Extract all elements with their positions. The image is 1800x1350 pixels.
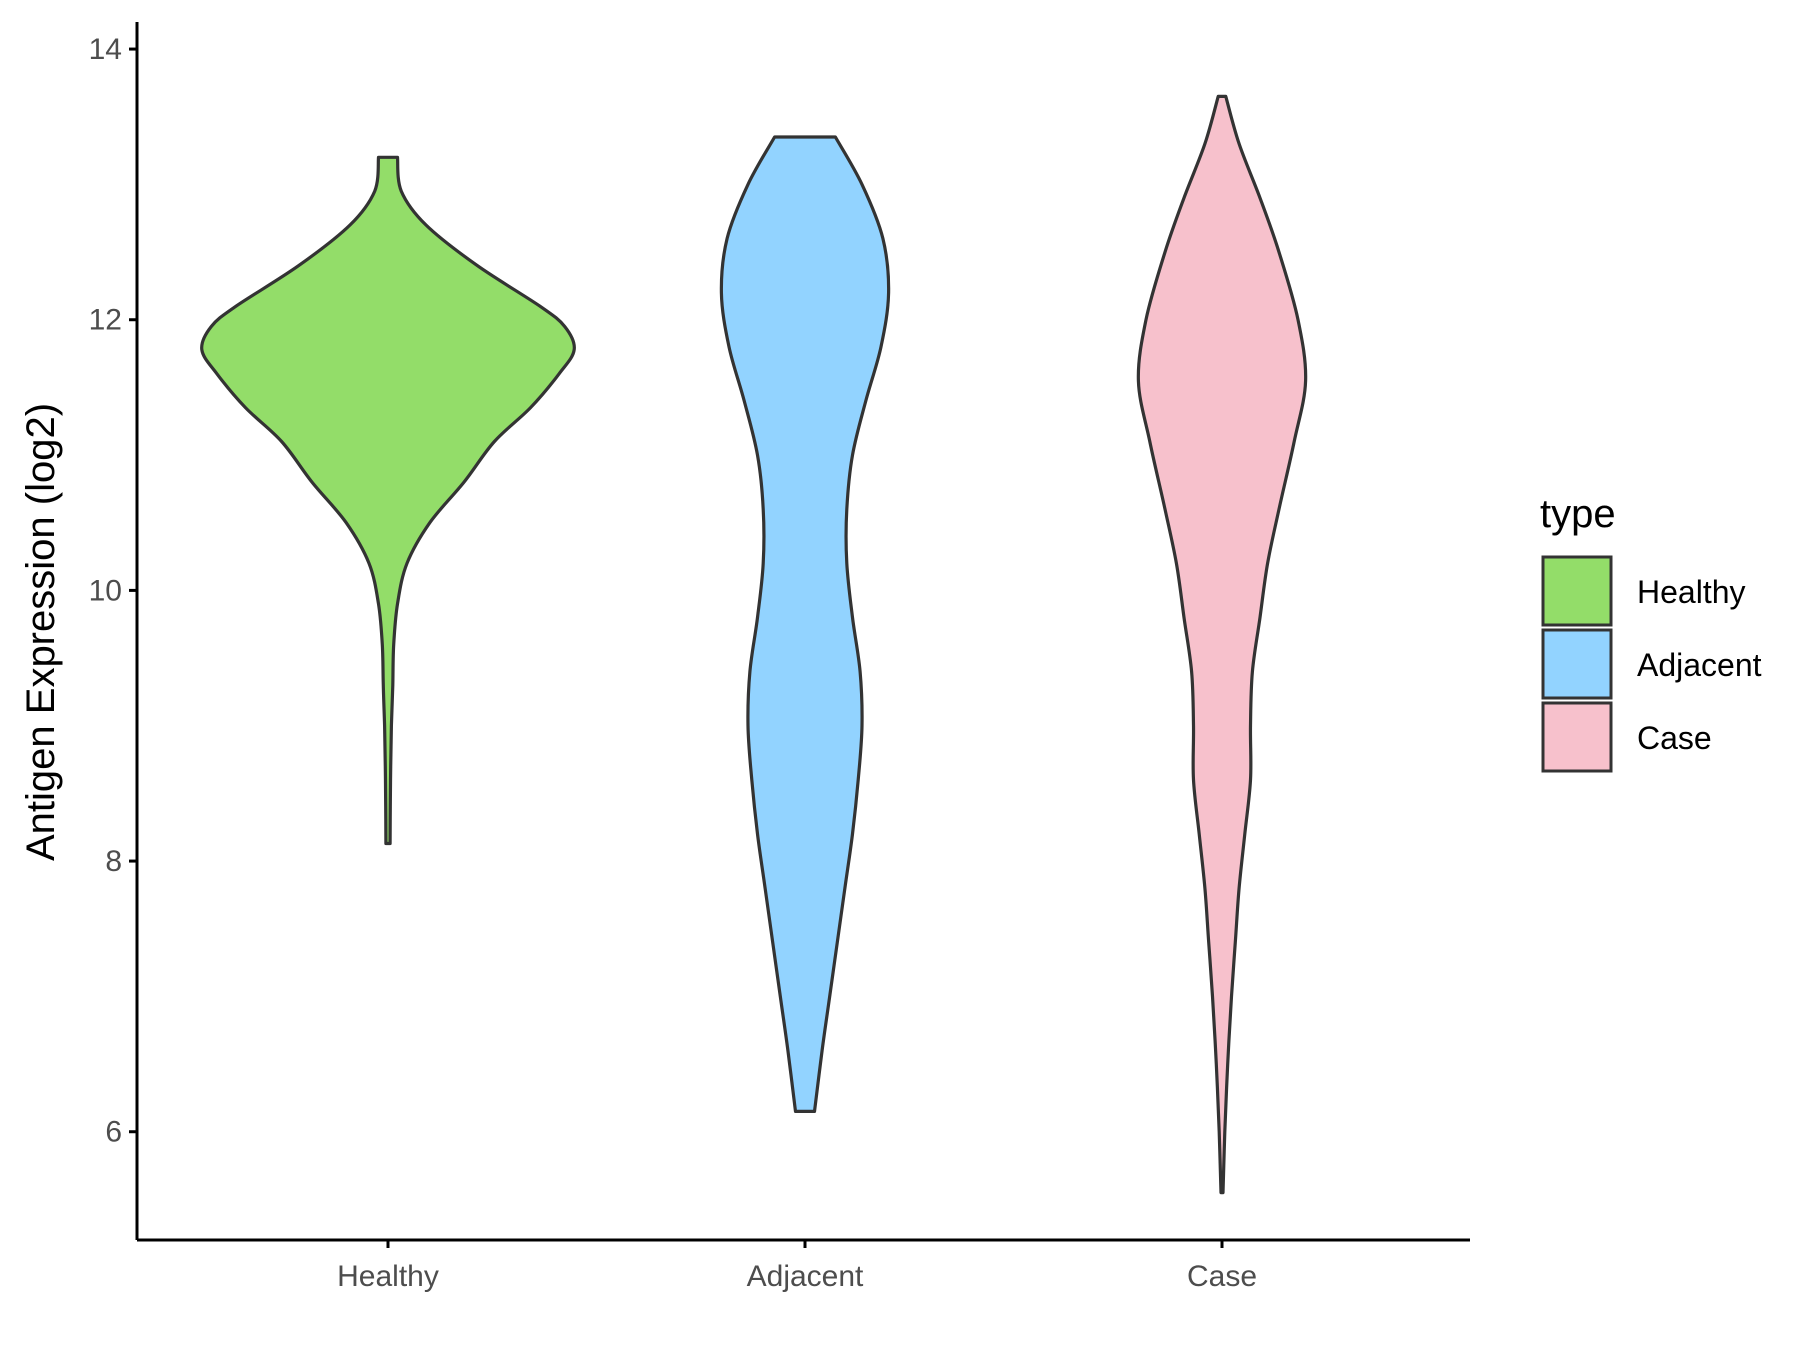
legend-key-case bbox=[1541, 701, 1613, 773]
legend: type Healthy Adjacent Case bbox=[1540, 492, 1762, 773]
y-tick-label-6: 6 bbox=[105, 1116, 122, 1149]
legend-key-healthy bbox=[1541, 555, 1613, 627]
y-ticks: 6 8 10 12 14 bbox=[89, 33, 137, 1149]
violins-layer bbox=[200, 94, 1308, 1195]
violin-adjacent bbox=[719, 135, 891, 1113]
x-tick-label-adjacent: Adjacent bbox=[747, 1260, 864, 1293]
y-axis-title: Antigen Expression (log2) bbox=[19, 403, 63, 861]
legend-label-adjacent: Adjacent bbox=[1637, 647, 1762, 683]
y-tick-label-12: 12 bbox=[89, 304, 122, 337]
legend-label-healthy: Healthy bbox=[1637, 574, 1746, 610]
y-tick-label-14: 14 bbox=[89, 33, 122, 66]
x-ticks: Healthy Adjacent Case bbox=[337, 1240, 1257, 1293]
y-tick-label-10: 10 bbox=[89, 574, 122, 607]
x-tick-label-healthy: Healthy bbox=[337, 1260, 439, 1293]
legend-items: Healthy Adjacent Case bbox=[1541, 555, 1762, 773]
legend-key-adjacent bbox=[1541, 628, 1613, 700]
x-tick-label-case: Case bbox=[1187, 1260, 1257, 1293]
violin-healthy bbox=[200, 155, 576, 846]
legend-label-case: Case bbox=[1637, 720, 1712, 756]
legend-title: type bbox=[1540, 492, 1616, 536]
violin-case bbox=[1136, 94, 1308, 1195]
y-tick-label-8: 8 bbox=[105, 845, 122, 878]
